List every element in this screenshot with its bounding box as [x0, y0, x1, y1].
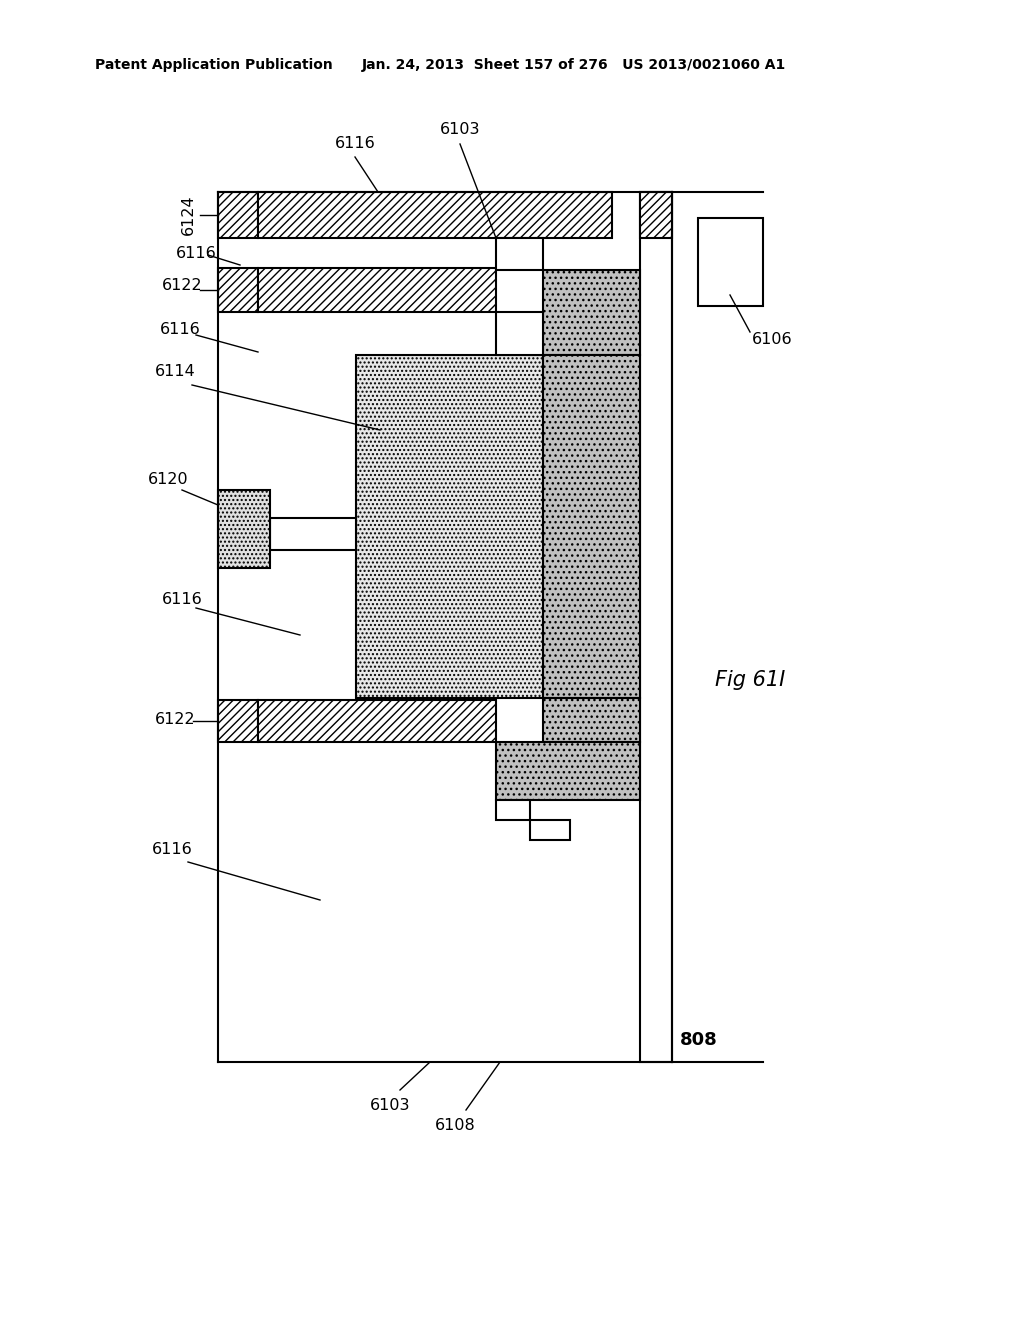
Text: 6122: 6122 [155, 713, 196, 727]
Bar [258, 700, 496, 742]
Bar [218, 191, 258, 238]
Text: 6120: 6120 [147, 473, 188, 487]
Bar [543, 698, 640, 742]
Bar [543, 355, 640, 698]
Bar [496, 238, 543, 271]
Text: 6116: 6116 [335, 136, 376, 150]
Bar [496, 800, 530, 820]
Bar [698, 218, 763, 306]
Text: 6116: 6116 [162, 593, 203, 607]
Text: 6116: 6116 [160, 322, 201, 338]
Bar [496, 312, 543, 355]
Bar [640, 191, 672, 1063]
Bar [530, 820, 570, 840]
Text: 6122: 6122 [162, 277, 203, 293]
Text: Patent Application Publication: Patent Application Publication [95, 58, 333, 73]
Bar [543, 271, 640, 355]
Bar [218, 490, 270, 568]
Text: 6103: 6103 [439, 123, 480, 137]
Bar [218, 191, 672, 1063]
Text: 6114: 6114 [155, 364, 196, 380]
Bar [218, 268, 258, 312]
Bar [640, 191, 672, 238]
Bar [496, 742, 640, 800]
Text: 6103: 6103 [370, 1097, 411, 1113]
Text: Fig 61I: Fig 61I [715, 671, 785, 690]
Text: 6116: 6116 [152, 842, 193, 858]
Text: 808: 808 [680, 1031, 718, 1049]
Bar [258, 268, 496, 312]
Bar [218, 700, 258, 742]
Text: 6108: 6108 [434, 1118, 475, 1133]
Text: 6116: 6116 [176, 246, 216, 260]
Bar [270, 517, 356, 550]
Bar [356, 355, 543, 698]
Text: 6106: 6106 [752, 333, 793, 347]
Bar [258, 191, 612, 238]
Text: Jan. 24, 2013  Sheet 157 of 276   US 2013/0021060 A1: Jan. 24, 2013 Sheet 157 of 276 US 2013/0… [362, 58, 786, 73]
Text: 6124: 6124 [180, 194, 196, 235]
